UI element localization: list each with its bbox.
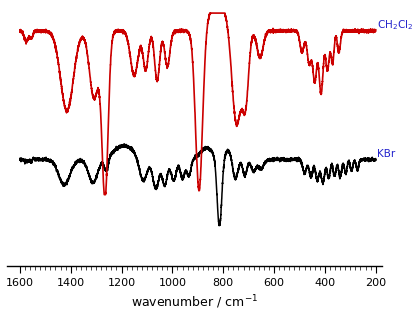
X-axis label: wavenumber / cm$^{-1}$: wavenumber / cm$^{-1}$ (131, 293, 258, 311)
Text: KBr: KBr (377, 149, 395, 159)
Text: CH$_2$Cl$_2$: CH$_2$Cl$_2$ (377, 18, 413, 32)
